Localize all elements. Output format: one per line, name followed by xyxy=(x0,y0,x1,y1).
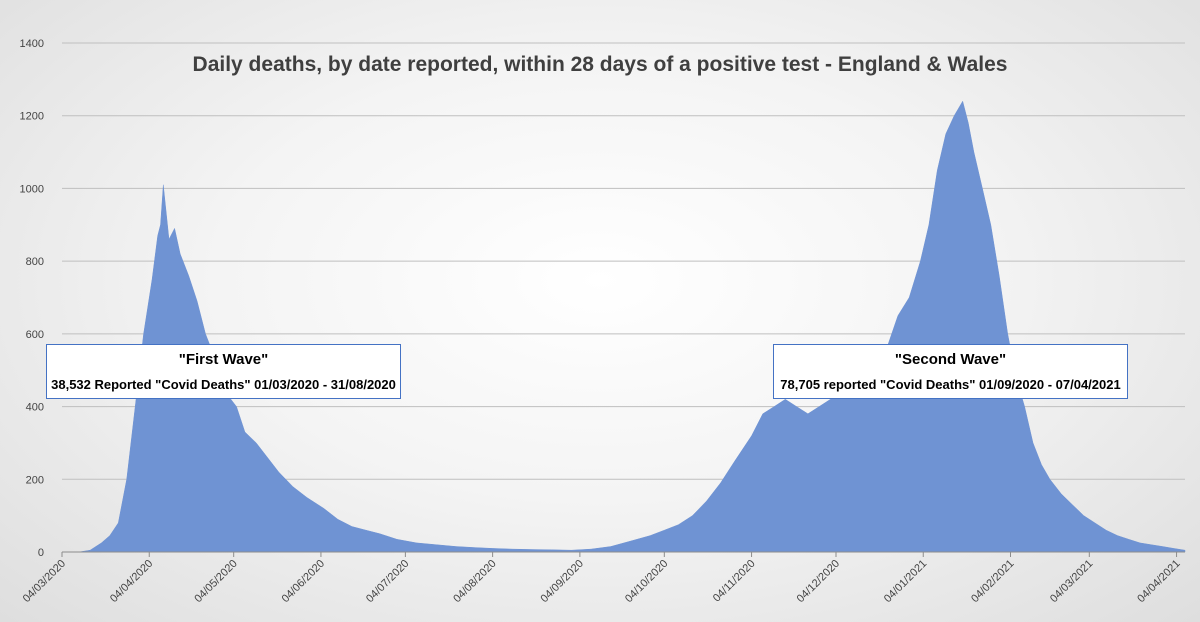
first-wave-title: "First Wave" xyxy=(178,351,269,368)
y-tick-label: 1200 xyxy=(20,111,44,123)
first-wave-text: 38,532 Reported "Covid Deaths" 01/03/202… xyxy=(51,377,396,392)
y-tick-label: 0 xyxy=(38,547,44,559)
series-area xyxy=(62,100,1186,553)
x-tick-label: 04/01/2021 xyxy=(882,558,929,605)
chart-title: Daily deaths, by date reported, within 2… xyxy=(192,53,1008,76)
second-wave-title: "Second Wave" xyxy=(894,351,1007,368)
x-tick-label: 04/09/2020 xyxy=(539,558,586,605)
first-wave-callout: "First Wave" 38,532 Reported "Covid Deat… xyxy=(46,344,401,399)
x-tick-label: 04/08/2020 xyxy=(451,558,498,605)
x-tick-label: 04/11/2020 xyxy=(711,558,758,605)
x-tick-label: 04/06/2020 xyxy=(280,558,327,605)
x-tick-label: 04/03/2021 xyxy=(1048,558,1095,605)
y-tick-label: 1400 xyxy=(20,38,44,50)
y-tick-label: 200 xyxy=(26,474,44,486)
x-tick-label: 04/12/2020 xyxy=(795,558,842,605)
y-tick-label: 1000 xyxy=(20,183,44,195)
y-tick-label: 600 xyxy=(26,329,44,341)
x-tick-labels: 04/03/2020 04/04/2020 04/05/2020 04/06/2020… xyxy=(21,552,1183,605)
y-tick-label: 400 xyxy=(26,402,44,414)
x-tick-label: 04/10/2020 xyxy=(623,558,670,605)
x-tick-label: 04/05/2020 xyxy=(192,558,239,605)
gridlines xyxy=(62,42,1185,480)
x-tick-label: 04/02/2021 xyxy=(969,558,1016,605)
y-tick-label: 800 xyxy=(26,256,44,268)
x-tick-label: 04/03/2020 xyxy=(21,558,68,605)
daily-deaths-area xyxy=(62,100,1186,553)
x-tick-label: 04/04/2020 xyxy=(108,558,155,605)
second-wave-text: 78,705 reported "Covid Deaths" 01/09/202… xyxy=(780,377,1121,392)
second-wave-callout: "Second Wave" 78,705 reported "Covid Dea… xyxy=(773,344,1128,399)
x-tick-label: 04/04/2021 xyxy=(1135,558,1182,605)
y-axis: 0 200 400 600 800 1000 1200 1400 xyxy=(20,38,44,559)
x-tick-label: 04/07/2020 xyxy=(364,558,411,605)
